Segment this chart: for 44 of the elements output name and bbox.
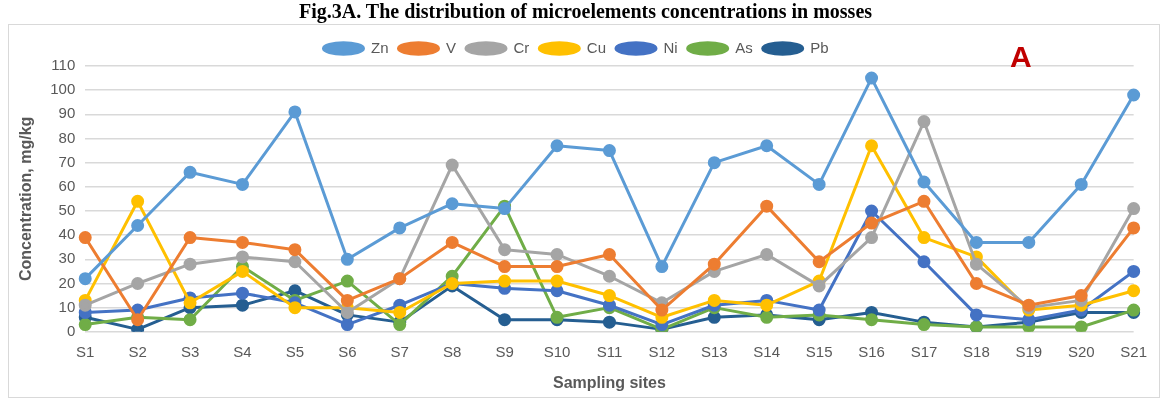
y-tick-label: 0 [66,321,76,339]
legend-label: V [445,38,457,56]
x-tick-label: S21 [1120,342,1148,360]
y-tick-label: 10 [58,297,76,315]
y-tick-label: 70 [58,152,76,170]
x-tick-label: S13 [700,342,728,360]
y-tick-label: 60 [58,176,76,194]
x-tick-label: S6 [338,342,357,360]
x-tick-label: S1 [76,342,95,360]
x-tick-label: S3 [180,342,200,360]
x-tick-label: S8 [443,342,462,360]
x-tick-label: S10 [543,342,571,360]
x-tick-label: S5 [285,342,305,360]
y-tick-label: 20 [58,273,76,291]
x-tick-label: S20 [1067,342,1095,360]
x-axis-title: Sampling sites [552,373,666,391]
x-tick-label: S4 [233,342,252,360]
y-tick-label: 90 [58,104,76,122]
legend-label: Cu [586,38,607,56]
chart-title: Fig.3A. The distribution of microelements concentrations in mosses [297,0,874,22]
x-tick-label: S17 [910,342,938,360]
x-tick-label: S9 [495,342,514,360]
y-tick-label: 40 [58,225,76,243]
y-axis-title: Concentration, mg/kg [17,116,35,282]
x-tick-label: S12 [648,342,676,360]
legend-label: Pb [810,38,829,56]
y-tick-label: 30 [58,249,76,267]
y-tick-label: 80 [58,128,76,146]
x-tick-label: S16 [858,342,885,360]
x-tick-label: S18 [963,342,990,360]
legend-label: Ni [663,38,678,56]
legend-label: Zn [370,38,389,56]
y-tick-label: 50 [58,201,76,219]
legend-label: As [735,38,753,56]
x-tick-label: S15 [805,342,833,360]
legend-label: Cr [513,38,530,56]
y-tick-label: 100 [50,80,76,98]
x-tick-label: S7 [390,342,409,360]
annotation: A [1010,40,1032,74]
y-tick-label: 110 [51,56,76,74]
x-tick-label: S14 [753,342,781,360]
x-tick-label: S19 [1015,342,1043,360]
x-tick-label: S11 [596,342,623,360]
x-tick-label: S2 [128,342,147,360]
